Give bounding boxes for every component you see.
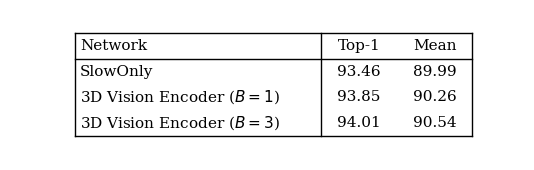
Text: SlowOnly: SlowOnly: [80, 65, 153, 79]
Text: Top-1: Top-1: [337, 39, 380, 53]
Text: 3D Vision Encoder ($B = 3$): 3D Vision Encoder ($B = 3$): [80, 114, 280, 132]
Text: 3D Vision Encoder ($B = 1$): 3D Vision Encoder ($B = 1$): [80, 88, 280, 106]
Text: 93.46: 93.46: [337, 65, 381, 79]
Text: Mean: Mean: [413, 39, 457, 53]
Text: Network: Network: [80, 39, 147, 53]
Text: 90.26: 90.26: [413, 90, 457, 104]
Text: 93.85: 93.85: [337, 90, 381, 104]
Text: 94.01: 94.01: [337, 116, 381, 130]
Text: 89.99: 89.99: [413, 65, 457, 79]
Text: 90.54: 90.54: [413, 116, 457, 130]
